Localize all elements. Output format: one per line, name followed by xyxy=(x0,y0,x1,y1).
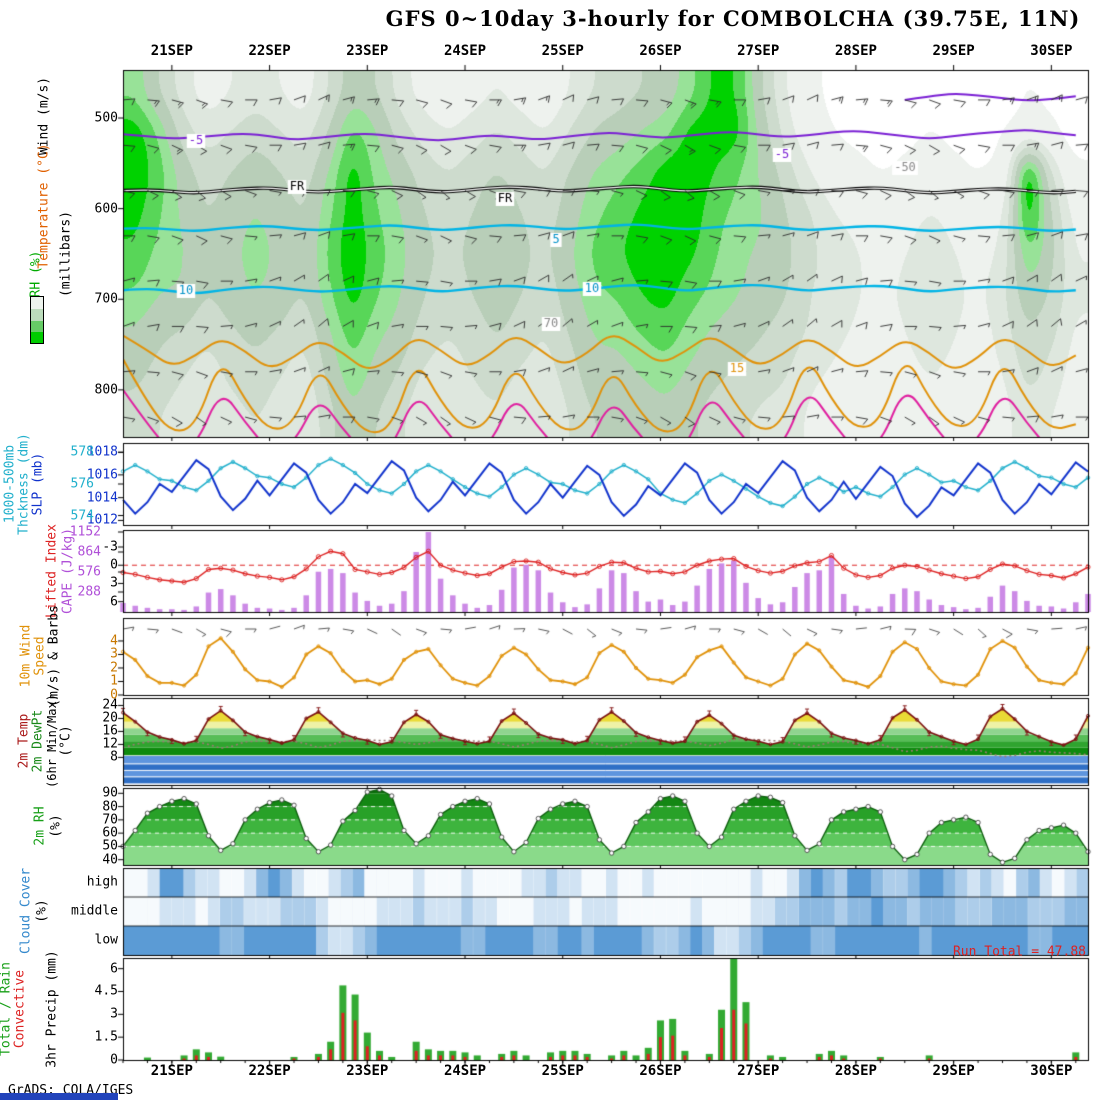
date-label-bottom: 29SEP xyxy=(932,1063,975,1079)
date-label-bottom: 30SEP xyxy=(1030,1063,1073,1079)
axis-tick-label: 40 xyxy=(102,852,118,868)
axis-tick-label: 4 xyxy=(110,633,118,649)
thickness-axis-label-1: 1000-500mb xyxy=(2,444,18,524)
axis-tick-label: 576 xyxy=(70,476,94,492)
axis-tick-label: 0 xyxy=(110,557,118,573)
axis-tick-label: 800 xyxy=(94,382,118,398)
axis-tick-label: 1 xyxy=(110,673,118,689)
rh-colorbar-seg3 xyxy=(31,321,43,332)
dewpt-axis-label: 2m DewPt xyxy=(30,709,46,773)
precip-conv-axis-label: Convective xyxy=(12,969,28,1049)
date-label-bottom: 28SEP xyxy=(834,1063,877,1079)
date-label-bottom: 24SEP xyxy=(443,1063,487,1079)
rh2m-axis-label: 2m RH xyxy=(32,806,48,846)
thickness-axis-label-2: Thckness (dm) xyxy=(16,433,32,535)
axis-tick-label: 3 xyxy=(110,575,118,591)
date-label-bottom: 25SEP xyxy=(541,1063,584,1079)
axis-tick-label: 12 xyxy=(102,736,118,752)
rh-colorbar-seg1 xyxy=(31,297,43,309)
axis-tick-label: 576 xyxy=(77,564,101,580)
lifted-index-axis-label: Lifted Index xyxy=(44,524,60,618)
axis-tick-label: 600 xyxy=(94,201,118,217)
rh2m-pct-axis-label: (%) xyxy=(48,814,64,838)
axis-tick-label: 700 xyxy=(94,291,118,307)
date-label-top: 23SEP xyxy=(346,43,389,59)
wind10m-axis-label-1: 10m Wind xyxy=(18,624,34,688)
degc-axis-label: (°C) xyxy=(58,725,74,757)
axis-tick-label: 500 xyxy=(94,110,118,126)
axis-tick-label: 4.5 xyxy=(94,983,118,999)
page-title: GFS 0~10day 3-hourly for COMBOLCHA (39.7… xyxy=(385,6,1081,31)
cloud-row-low: low xyxy=(94,932,118,948)
slp-axis-label: SLP (mb) xyxy=(30,452,46,516)
axis-tick-label: 8 xyxy=(110,749,118,765)
axis-tick-label: 20 xyxy=(102,710,118,726)
axis-tick-label: 1.5 xyxy=(94,1029,118,1045)
axis-tick-label: 574 xyxy=(70,508,94,524)
date-label-bottom: 21SEP xyxy=(150,1063,193,1079)
axis-tick-label: -3 xyxy=(102,539,118,555)
date-label-top: 28SEP xyxy=(834,43,877,59)
axis-tick-label: 3 xyxy=(110,1006,118,1022)
axis-tick-label: 1012 xyxy=(86,512,118,528)
date-label-top: 24SEP xyxy=(443,43,487,59)
axis-tick-label: 6 xyxy=(110,594,118,610)
axis-tick-label: 578 xyxy=(70,444,94,460)
wind10m-axis-label-3: (m/s) & Barbs xyxy=(46,605,62,707)
axis-tick-label: 1018 xyxy=(86,444,118,460)
date-label-top: 26SEP xyxy=(639,43,682,59)
axis-tick-label: 3 xyxy=(110,646,118,662)
axis-tick-label: 24 xyxy=(102,697,118,713)
axis-tick-label: 864 xyxy=(77,544,101,560)
axis-tick-label: 1152 xyxy=(69,524,101,540)
axis-tick-label: 80 xyxy=(102,799,118,815)
axis-tick-label: 90 xyxy=(102,785,118,801)
run-total-label: Run Total = 47.88 xyxy=(952,944,1086,960)
axis-tick-label: 50 xyxy=(102,838,118,854)
date-label-top: 29SEP xyxy=(932,43,975,59)
rh-colorbar-seg4 xyxy=(31,332,43,343)
axis-tick-label: 0 xyxy=(110,687,118,703)
date-label-bottom: 23SEP xyxy=(346,1063,389,1079)
cape-axis-label: CAPE (J/kg) xyxy=(60,527,76,615)
millibars-axis-label: (millibars) xyxy=(58,210,74,298)
bottom-blue-bar xyxy=(0,1093,118,1100)
axis-tick-label: 70 xyxy=(102,812,118,828)
axis-tick-label: 2 xyxy=(110,660,118,676)
minmax-axis-label: (6hr Min/Max) xyxy=(45,694,59,788)
date-label-top: 21SEP xyxy=(150,43,193,59)
date-label-top: 27SEP xyxy=(737,43,780,59)
date-label-top: 25SEP xyxy=(541,43,584,59)
cloud-row-middle: middle xyxy=(71,903,118,919)
axis-tick-label: 6 xyxy=(110,961,118,977)
cloud-cover-axis-label: Cloud Cover xyxy=(18,867,34,955)
wind10m-axis-label-2: Speed xyxy=(32,636,48,676)
date-label-top: 30SEP xyxy=(1030,43,1073,59)
axis-tick-label: 60 xyxy=(102,825,118,841)
rh-colorbar xyxy=(30,296,44,344)
cloud-pct-axis-label: (%) xyxy=(34,899,50,923)
precip-total-axis-label: Total / Rain xyxy=(0,962,14,1056)
axis-tick-label: 0 xyxy=(110,1052,118,1068)
date-label-top: 22SEP xyxy=(248,43,291,59)
date-label-bottom: 22SEP xyxy=(248,1063,291,1079)
temp2m-axis-label: 2m Temp xyxy=(16,713,32,769)
date-label-bottom: 26SEP xyxy=(639,1063,682,1079)
rh-axis-label: RH (%) xyxy=(28,250,44,298)
axis-tick-label: 288 xyxy=(77,584,101,600)
precip-axis-label: 3hr Precip (mm) xyxy=(44,950,60,1068)
axis-tick-label: 16 xyxy=(102,723,118,739)
axis-tick-label: 1016 xyxy=(86,467,118,483)
date-label-bottom: 27SEP xyxy=(737,1063,780,1079)
rh-colorbar-seg2 xyxy=(31,309,43,321)
cloud-row-high: high xyxy=(86,874,118,890)
axis-tick-label: 1014 xyxy=(86,490,118,506)
